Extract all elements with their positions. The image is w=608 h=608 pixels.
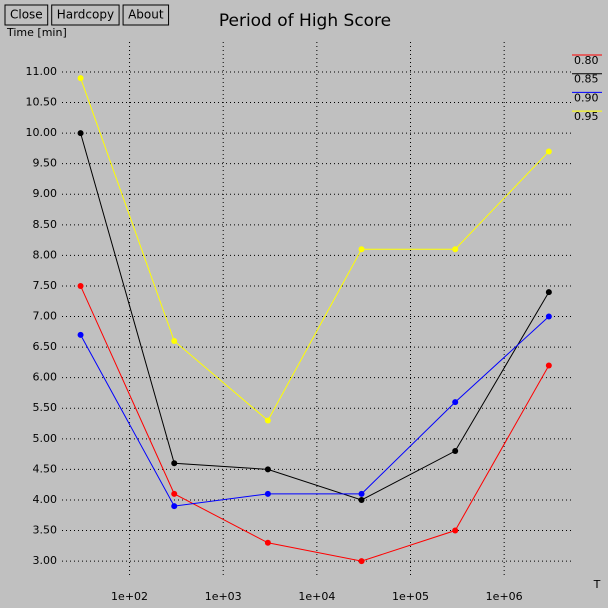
data-point xyxy=(77,130,84,137)
data-point xyxy=(545,289,552,296)
data-point xyxy=(452,448,459,455)
button-label[interactable]: Close xyxy=(10,8,43,22)
button[interactable]: Hardcopy xyxy=(51,4,120,26)
data-point xyxy=(452,399,459,406)
series-line xyxy=(80,132,550,501)
data-point xyxy=(264,466,271,473)
data-point xyxy=(171,337,178,344)
x-tick-label: 1e+04 xyxy=(298,590,335,603)
y-tick-label: 9.50 xyxy=(33,157,58,170)
button-frame[interactable] xyxy=(51,4,120,26)
button-label[interactable]: Hardcopy xyxy=(57,8,114,22)
x-tick-label: 1e+05 xyxy=(392,590,429,603)
button-frame[interactable] xyxy=(4,4,49,26)
data-point xyxy=(77,75,84,82)
y-tick-label: 7.00 xyxy=(33,310,58,323)
x-tick-label: 1e+06 xyxy=(486,590,523,603)
y-tick-label: 3.50 xyxy=(33,524,58,537)
data-point xyxy=(452,527,459,534)
button[interactable]: Close xyxy=(4,4,49,26)
data-point xyxy=(545,313,552,320)
y-tick-label: 6.50 xyxy=(33,340,58,353)
series-line xyxy=(80,285,550,562)
button[interactable]: About xyxy=(122,4,170,26)
data-point xyxy=(264,417,271,424)
data-point xyxy=(545,362,552,369)
y-tick-label: 5.00 xyxy=(33,432,58,445)
legend-label: 0.80 xyxy=(574,54,599,67)
x-tick-label: 1e+02 xyxy=(111,590,148,603)
data-point xyxy=(452,246,459,253)
y-tick-label: 8.50 xyxy=(33,218,58,231)
x-tick-label: 1e+03 xyxy=(205,590,242,603)
y-tick-label: 9.00 xyxy=(33,187,58,200)
data-point xyxy=(171,503,178,510)
data-point xyxy=(358,496,365,503)
y-tick-label: 7.50 xyxy=(33,279,58,292)
legend-label: 0.95 xyxy=(574,110,599,123)
data-point xyxy=(358,558,365,565)
data-point xyxy=(264,490,271,497)
y-axis-label: Time [min] xyxy=(6,26,67,39)
button-frame[interactable] xyxy=(122,4,170,26)
x-axis-label: T xyxy=(593,578,601,591)
data-point xyxy=(545,148,552,155)
data-point xyxy=(358,246,365,253)
legend-label: 0.90 xyxy=(574,91,599,104)
chart-title: Period of High Score xyxy=(219,11,391,31)
series-line xyxy=(80,77,550,422)
y-tick-label: 11.00 xyxy=(26,65,58,78)
data-point xyxy=(77,282,84,289)
series-line xyxy=(80,316,550,507)
y-tick-label: 10.50 xyxy=(26,96,58,109)
legend-label: 0.85 xyxy=(574,73,599,86)
data-point xyxy=(77,331,84,338)
data-point xyxy=(171,490,178,497)
y-tick-label: 3.00 xyxy=(33,554,58,567)
y-tick-label: 4.50 xyxy=(33,462,58,475)
button-label[interactable]: About xyxy=(128,8,164,22)
y-tick-label: 4.00 xyxy=(33,493,58,506)
y-tick-label: 6.00 xyxy=(33,371,58,384)
y-tick-label: 8.00 xyxy=(33,248,58,261)
data-point xyxy=(171,460,178,467)
y-tick-label: 5.50 xyxy=(33,401,58,414)
data-point xyxy=(358,490,365,497)
data-point xyxy=(264,539,271,546)
y-tick-label: 10.00 xyxy=(26,126,58,139)
